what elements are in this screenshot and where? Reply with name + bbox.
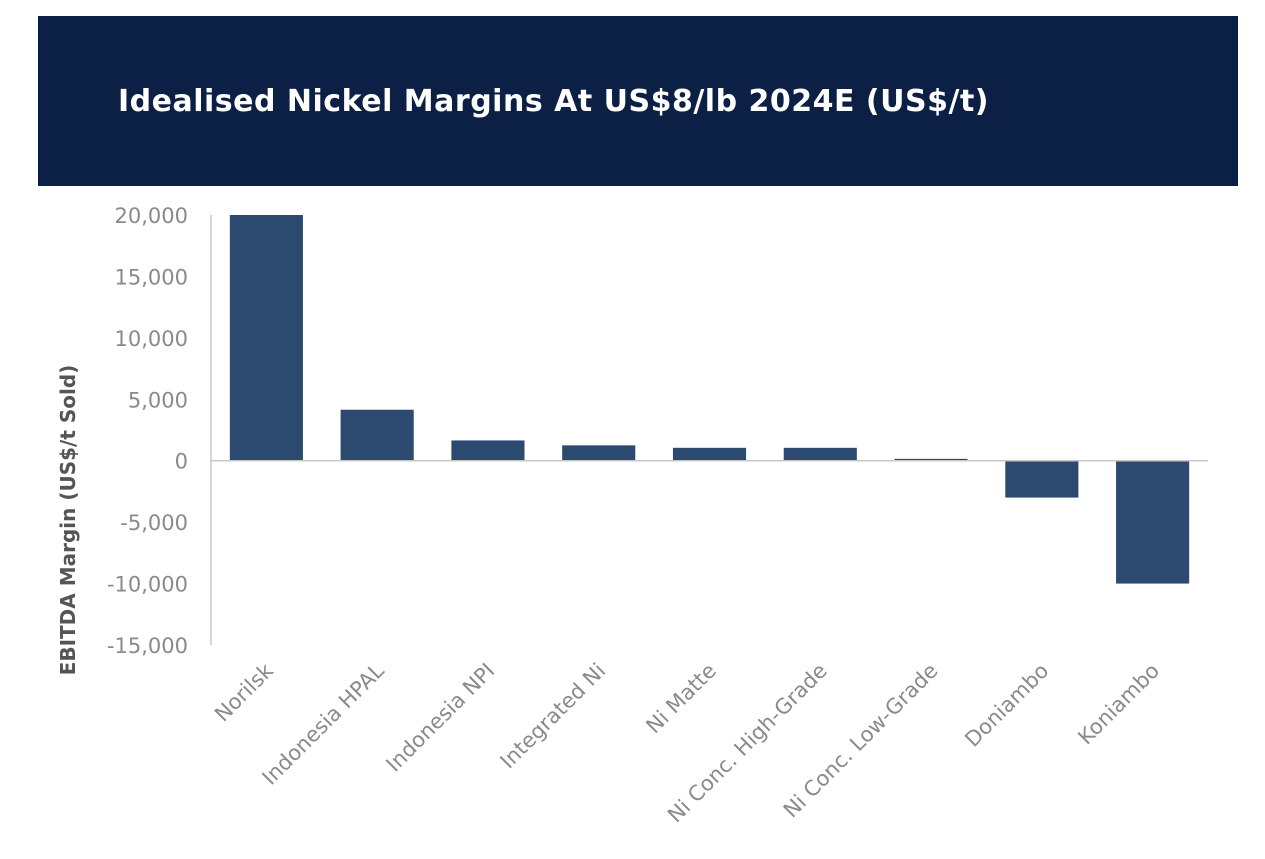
category-label: Norilsk	[210, 658, 278, 726]
bar	[340, 409, 414, 461]
bar	[451, 440, 525, 461]
y-tick-label: 20,000	[115, 204, 188, 228]
bar	[672, 447, 747, 461]
category-label: Doniambo	[960, 659, 1053, 752]
y-axis-title: EBITDA Margin (US$/t Sold)	[56, 365, 80, 676]
category-label: Ni Matte	[641, 659, 721, 739]
y-tick-label: 15,000	[115, 265, 188, 289]
bar	[1116, 460, 1190, 584]
category-label: Integrated Ni	[496, 659, 611, 774]
y-tick-label: 10,000	[115, 327, 188, 351]
y-tick-label: 5,000	[128, 388, 188, 412]
y-tick-label: -10,000	[107, 573, 188, 597]
bars	[229, 215, 1190, 584]
bar	[562, 445, 636, 461]
bar	[1005, 460, 1079, 498]
y-tick-label: -5,000	[120, 511, 188, 535]
bar	[894, 458, 968, 461]
bar	[229, 215, 303, 461]
y-axis: 20,000 15,000 10,000 5,000 0 -5,000 -10,000 -15…	[107, 204, 212, 658]
chart-title: Idealised Nickel Margins At US$8/lb 2024…	[118, 84, 989, 119]
category-label: Indonesia HPAL	[258, 658, 389, 789]
category-label: Koniambo	[1073, 659, 1164, 750]
category-label: Indonesia NPI	[382, 659, 500, 777]
y-tick-label: 0	[175, 450, 188, 474]
title-banner: Idealised Nickel Margins At US$8/lb 2024…	[38, 16, 1238, 186]
bar	[783, 447, 857, 461]
y-tick-label: -15,000	[107, 634, 188, 658]
